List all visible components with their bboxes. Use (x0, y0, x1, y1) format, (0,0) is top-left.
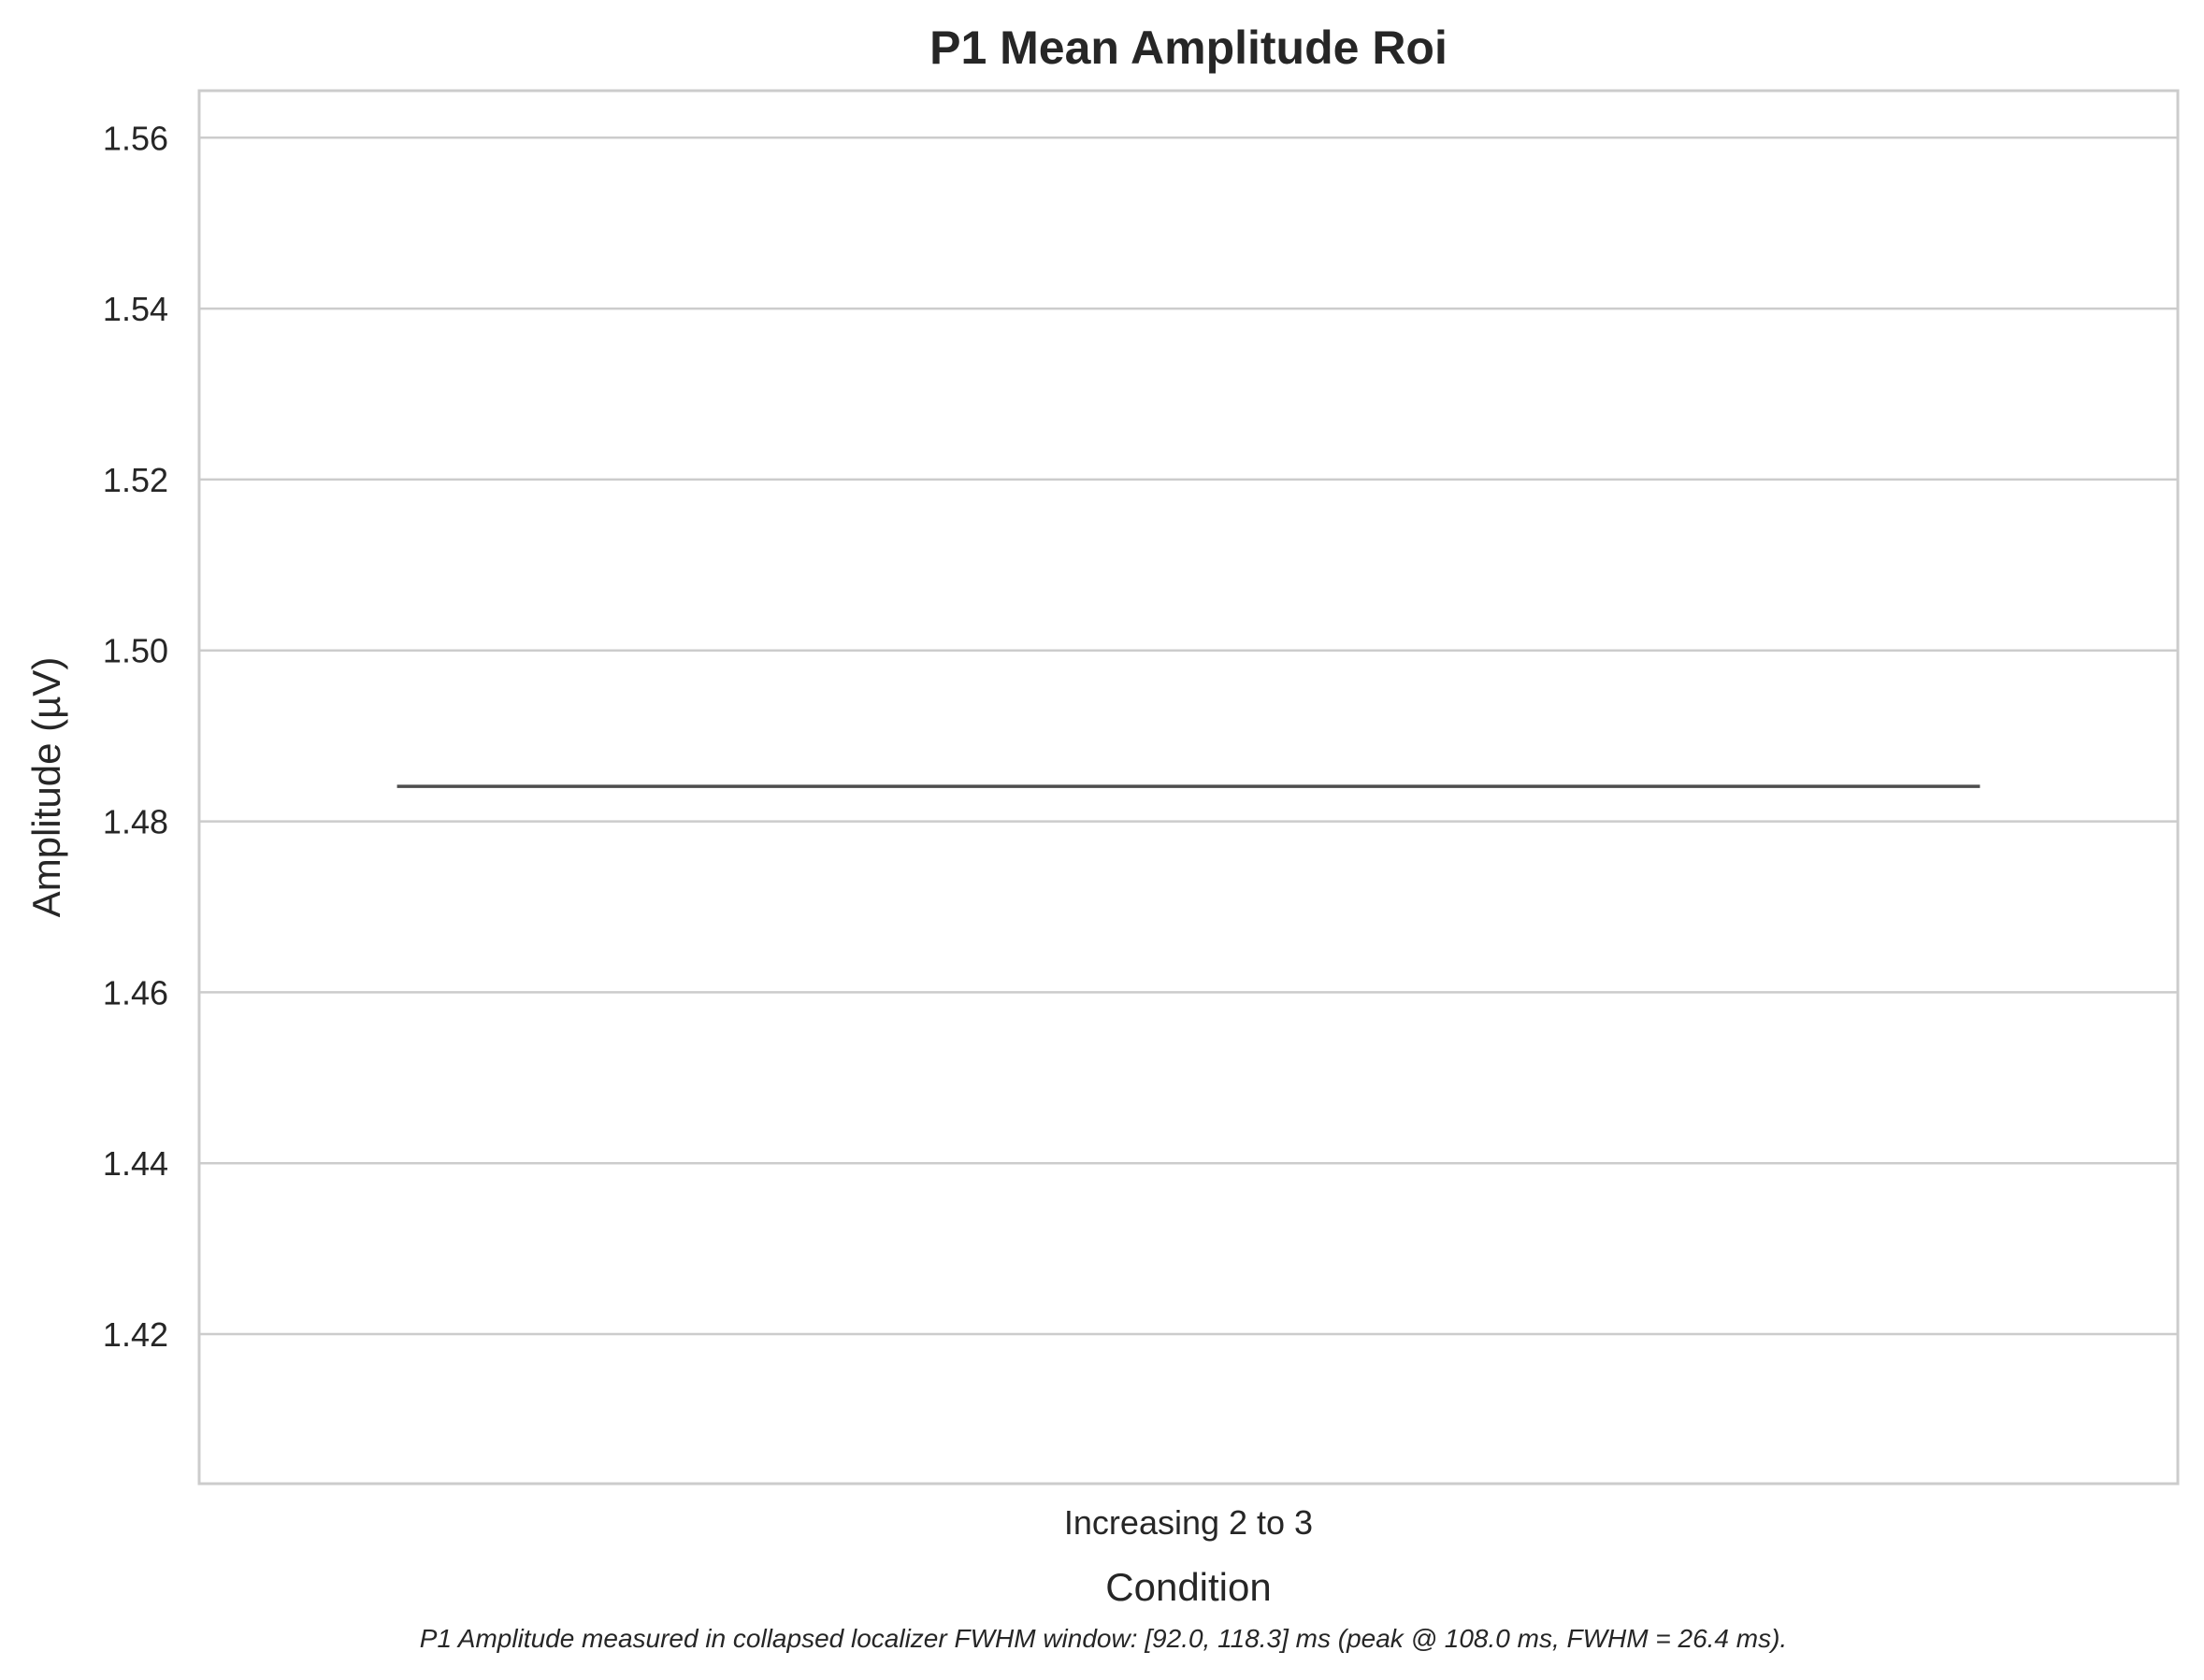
y-tick-label: 1.46 (103, 973, 168, 1012)
y-axis-label: Amplitude (µV) (24, 657, 68, 918)
y-tick-label: 1.50 (103, 632, 168, 670)
y-tick-label: 1.54 (103, 290, 168, 328)
plot-frame (197, 89, 2180, 1486)
y-tick-labels: 1.42 1.44 1.46 1.48 1.50 1.52 1.54 1.56 (103, 119, 168, 1354)
y-tick-label: 1.52 (103, 461, 168, 499)
y-tick-label: 1.56 (103, 119, 168, 157)
y-tick-label: 1.44 (103, 1144, 168, 1183)
chart-caption: P1 Amplitude measured in collapsed local… (420, 1624, 1787, 1653)
x-tick-label: Increasing 2 to 3 (1064, 1503, 1313, 1542)
x-tick-labels: Increasing 2 to 3 (1064, 1503, 1313, 1542)
y-tick-label: 1.42 (103, 1315, 168, 1354)
y-grid (199, 136, 2178, 1336)
x-axis-label: Condition (1105, 1565, 1271, 1609)
chart-title: P1 Mean Amplitude Roi (929, 22, 1448, 74)
y-tick-label: 1.48 (103, 803, 168, 841)
